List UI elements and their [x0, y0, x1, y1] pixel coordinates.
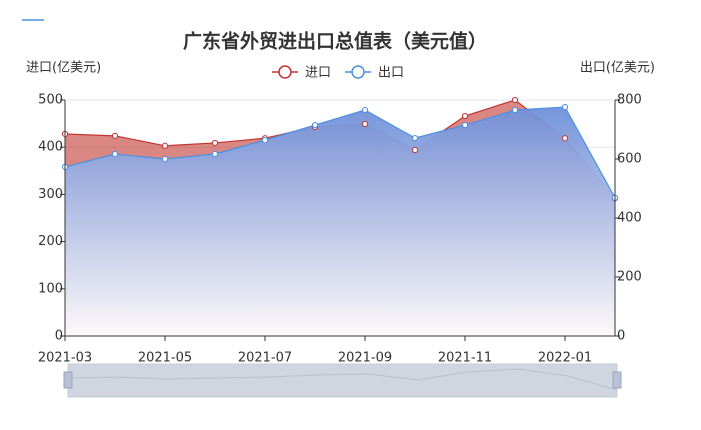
- point: [411, 134, 419, 142]
- point: [461, 121, 469, 129]
- y2-tick-label: 200: [617, 270, 642, 285]
- y-tick-label: 500: [38, 93, 63, 108]
- zoom-track[interactable]: [67, 363, 618, 398]
- point: [461, 112, 469, 120]
- point: [161, 155, 169, 163]
- zoom-handle[interactable]: [63, 371, 73, 389]
- data-zoom[interactable]: [63, 363, 622, 398]
- point: [261, 137, 269, 144]
- line: [64, 106, 616, 199]
- point: [161, 142, 169, 149]
- point: [561, 103, 569, 111]
- y2-tick-label: 400: [617, 211, 642, 226]
- x-tick-label: 2021-11: [438, 351, 492, 366]
- x-tick-label: 2021-03: [38, 351, 92, 366]
- point: [361, 120, 369, 128]
- point: [311, 121, 319, 129]
- y-axis-label: 进口(亿美元): [26, 61, 101, 76]
- zoom-handle[interactable]: [612, 371, 622, 389]
- y-tick-label: 0: [55, 329, 63, 344]
- legend-label: 出口: [378, 66, 404, 81]
- point: [361, 106, 369, 114]
- y-tick-label: 100: [38, 281, 63, 296]
- legend-label: 进口: [305, 66, 331, 81]
- y2-tick-label: 800: [617, 93, 642, 108]
- y-tick-label: 200: [38, 234, 63, 249]
- y-tick-label: 300: [38, 187, 63, 202]
- area: [65, 107, 615, 336]
- zoom-shadow: [67, 368, 618, 391]
- y-tick-label: 400: [38, 140, 63, 155]
- legend-icon: [278, 65, 292, 79]
- point: [411, 146, 419, 154]
- point: [561, 135, 569, 142]
- point: [111, 132, 119, 139]
- x-tick-label: 2021-09: [338, 351, 392, 366]
- point: [511, 106, 519, 114]
- x-tick-label: 2021-07: [238, 351, 292, 366]
- point: [111, 150, 119, 158]
- legend-icon: [351, 65, 365, 79]
- x-tick-label: 2021-05: [138, 351, 192, 366]
- y2-tick-label: 600: [617, 152, 642, 167]
- point: [211, 150, 219, 158]
- point: [211, 139, 219, 147]
- x-tick-label: 2022-01: [538, 351, 592, 366]
- chart-title: 广东省外贸进出口总值表（美元值）: [183, 30, 487, 53]
- y2-axis-label: 出口(亿美元): [580, 61, 655, 76]
- point: [511, 96, 519, 104]
- y2-tick-label: 0: [617, 329, 625, 344]
